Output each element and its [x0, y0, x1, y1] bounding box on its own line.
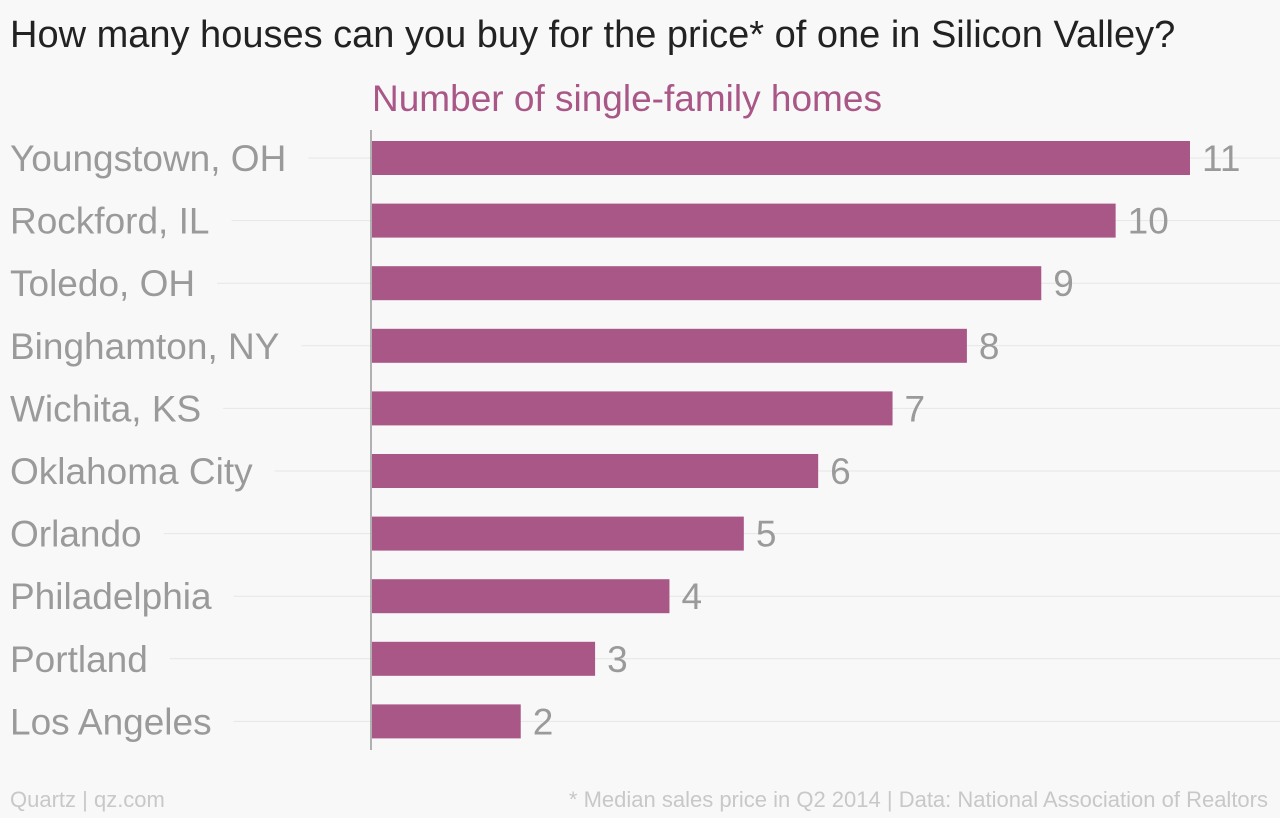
- category-label: Youngstown, OH: [10, 138, 286, 179]
- category-label: Oklahoma City: [10, 451, 253, 492]
- chart-subtitle: Number of single-family homes: [372, 78, 882, 119]
- value-label: 11: [1202, 138, 1240, 179]
- category-label: Wichita, KS: [10, 388, 201, 429]
- value-label: 3: [607, 639, 628, 680]
- bar: [372, 328, 967, 363]
- bar: [372, 203, 1116, 238]
- category-label: Portland: [10, 639, 148, 680]
- value-label: 5: [756, 514, 777, 555]
- bar: [372, 704, 521, 739]
- bar: [372, 454, 819, 488]
- value-label: 9: [1053, 263, 1074, 304]
- category-label: Rockford, IL: [10, 201, 209, 242]
- category-label: Los Angeles: [10, 701, 212, 742]
- category-label: Orlando: [10, 514, 142, 555]
- value-label: 7: [905, 388, 926, 429]
- bar: [372, 391, 893, 426]
- value-label: 4: [681, 576, 702, 617]
- value-label: 6: [830, 451, 851, 492]
- category-label: Philadelphia: [10, 576, 212, 617]
- bar: [372, 266, 1042, 301]
- bar: [372, 141, 1190, 175]
- category-label: Toledo, OH: [10, 263, 195, 304]
- value-label: 8: [979, 326, 1000, 367]
- chart-title: How many houses can you buy for the pric…: [10, 14, 1176, 56]
- footer-source-note: * Median sales price in Q2 2014 | Data: …: [568, 787, 1268, 812]
- bar: [372, 641, 596, 676]
- bar: [372, 579, 670, 614]
- value-label: 10: [1128, 201, 1169, 242]
- category-label: Binghamton, NY: [10, 326, 279, 367]
- bar: [372, 516, 744, 551]
- footer-credit: Quartz | qz.com: [10, 787, 165, 812]
- value-label: 2: [533, 701, 554, 742]
